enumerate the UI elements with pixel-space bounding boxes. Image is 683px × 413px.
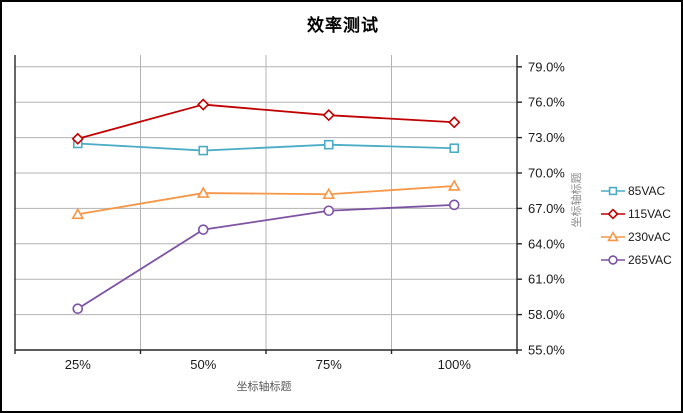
- square-marker-icon: [608, 186, 618, 195]
- circle-marker-icon: [72, 303, 84, 315]
- diamond-marker-icon: [448, 116, 461, 129]
- triangle-marker-icon: [447, 179, 461, 191]
- legend-label: 115VAC: [628, 206, 671, 221]
- y-tick-label: 73.0%: [528, 130, 565, 145]
- y-tick-label: 64.0%: [528, 236, 565, 251]
- legend-square-icon: [601, 186, 625, 195]
- x-tick-label: 75%: [316, 357, 342, 372]
- y-axis-title: 坐标轴标题: [571, 172, 583, 228]
- legend-item-230vac: 230vAC: [600, 225, 672, 248]
- x-tick-labels: 25% 50% 75% 100%: [65, 357, 472, 372]
- legend-triangle-icon: [601, 230, 625, 241]
- legend-label: 265VAC: [628, 252, 672, 267]
- square-marker-icon: [198, 145, 209, 156]
- legend-label: 230vAC: [628, 229, 671, 244]
- circle-marker-icon: [448, 199, 460, 211]
- y-tick-label: 55.0%: [528, 343, 565, 358]
- legend-item-115vac: 115VAC: [600, 202, 672, 225]
- series-230vac: [71, 179, 461, 220]
- series-line: [77, 185, 455, 216]
- y-tick-label: 58.0%: [528, 307, 565, 322]
- y-tick-label: 76.0%: [528, 95, 565, 110]
- circle-marker-icon: [323, 205, 335, 217]
- x-tick-label: 50%: [190, 357, 216, 372]
- legend-item-85vac: 85VAC: [600, 179, 672, 202]
- diamond-marker-icon: [322, 109, 335, 122]
- series-line: [77, 142, 455, 152]
- y-tick-label: 67.0%: [528, 201, 565, 216]
- gridlines: [15, 55, 517, 350]
- triangle-marker-icon: [71, 207, 85, 220]
- diamond-marker-icon: [607, 207, 619, 220]
- circle-marker-icon: [608, 254, 618, 265]
- series-line: [77, 103, 455, 140]
- y-tick-label: 79.0%: [528, 59, 565, 74]
- chart-title: 效率测试: [307, 16, 379, 35]
- y-tick-label: 70.0%: [528, 166, 565, 181]
- triangle-marker-icon: [322, 187, 336, 200]
- triangle-marker-icon: [196, 186, 210, 198]
- triangle-marker-icon: [607, 230, 619, 241]
- circle-marker-icon: [197, 224, 209, 235]
- axes: [14, 55, 522, 354]
- legend-diamond-icon: [601, 207, 625, 220]
- diamond-marker-icon: [197, 98, 210, 111]
- square-marker-icon: [449, 143, 460, 154]
- y-tick-label: 61.0%: [528, 272, 565, 287]
- diamond-marker-icon: [71, 132, 84, 145]
- y-tick-labels: 55.0% 58.0% 61.0% 64.0% 67.0% 70.0% 73.0% 76.0%…: [528, 59, 565, 357]
- series-115vac: [71, 98, 461, 145]
- x-tick-label: 100%: [438, 357, 472, 372]
- legend: 85VAC 115VAC 230vAC 265VAC: [600, 179, 672, 271]
- series-265vac: [72, 199, 460, 315]
- x-tick-label: 25%: [65, 357, 91, 372]
- legend-circle-icon: [601, 254, 625, 265]
- legend-item-265vac: 265VAC: [600, 248, 672, 271]
- series-line: [77, 203, 455, 310]
- x-axis-title: 坐标轴标题: [236, 381, 292, 393]
- legend-label: 85VAC: [628, 183, 666, 198]
- square-marker-icon: [323, 139, 334, 150]
